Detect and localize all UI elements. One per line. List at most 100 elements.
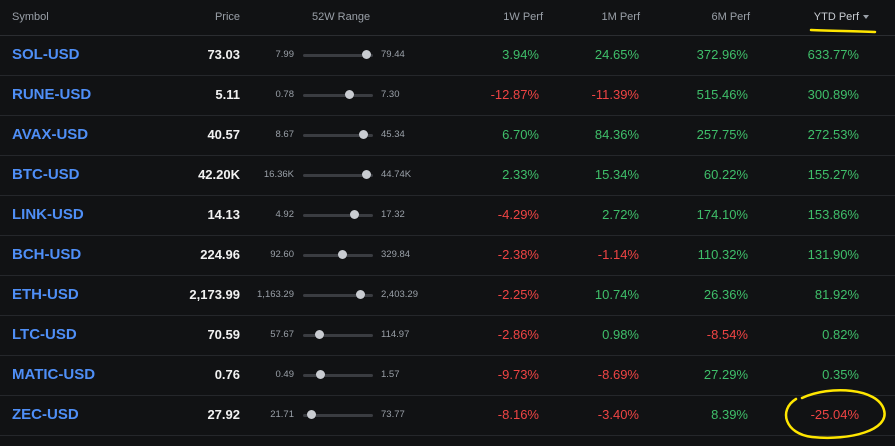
price-value: 40.57 xyxy=(207,127,240,142)
range-low-value: 21.71 xyxy=(270,409,294,420)
range-marker xyxy=(337,250,347,259)
caret-down-icon xyxy=(863,15,869,20)
range-low-value: 0.78 xyxy=(275,89,295,100)
range-low-value: 4.92 xyxy=(275,209,295,220)
perf-1m-value: -3.40% xyxy=(597,407,639,422)
range-low-value: 8.67 xyxy=(275,129,295,140)
price-value: 5.11 xyxy=(215,87,240,102)
perf-1m-value: 24.65% xyxy=(594,47,639,62)
perf-ytd-value: 0.82% xyxy=(822,327,859,342)
price-value: 27.92 xyxy=(207,407,240,422)
range-track xyxy=(303,414,373,417)
range-high-value: 1.57 xyxy=(381,369,400,380)
range-high-value: 2,403.29 xyxy=(381,289,418,300)
symbol-link[interactable]: ZEC-USD xyxy=(12,406,79,423)
symbol-link[interactable]: MATIC-USD xyxy=(12,366,96,383)
range-high-value: 79.44 xyxy=(381,49,405,60)
range-low-value: 7.99 xyxy=(275,49,295,60)
perf-1w-value: -2.86% xyxy=(497,327,539,342)
range-track xyxy=(303,294,373,297)
price-value: 224.96 xyxy=(200,247,240,262)
perf-6m-value: 174.10% xyxy=(696,207,748,222)
symbol-link[interactable]: ETH-USD xyxy=(12,286,79,303)
range-track xyxy=(303,174,373,177)
perf-6m-value: 515.46% xyxy=(696,87,748,102)
symbol-link[interactable]: AVAX-USD xyxy=(12,126,89,143)
perf-6m-value: 26.36% xyxy=(703,287,748,302)
range-track xyxy=(303,54,373,57)
perf-ytd-value: 81.92% xyxy=(814,287,859,302)
perf-1w-value: 3.94% xyxy=(502,47,539,62)
perf-6m-value: 372.96% xyxy=(696,47,748,62)
table-row[interactable]: ZEC-USD 27.92 21.71 73.77 -8.16% -3.40% 8.39% -… xyxy=(0,395,895,436)
table-row[interactable]: BCH-USD 224.96 92.60 329.84 -2.38% -1.14% 110.… xyxy=(0,235,895,276)
price-value: 73.03 xyxy=(207,47,240,62)
perf-6m-value: -8.54% xyxy=(706,327,748,342)
range-low-value: 16.36K xyxy=(263,169,294,180)
column-header-6m-perf[interactable]: 6M Perf xyxy=(711,11,750,23)
table-row[interactable]: RUNE-USD 5.11 0.78 7.30 -12.87% -11.39% 515.46… xyxy=(0,75,895,116)
table-row[interactable]: SOL-USD 73.03 7.99 79.44 3.94% 24.65% 372.96% 6… xyxy=(0,35,895,76)
range-low-value: 57.67 xyxy=(270,329,294,340)
range-high-value: 114.97 xyxy=(381,329,410,340)
range-high-value: 44.74K xyxy=(381,169,412,180)
perf-1m-value: 84.36% xyxy=(594,127,639,142)
perf-1w-value: 6.70% xyxy=(502,127,539,142)
symbol-link[interactable]: BCH-USD xyxy=(12,246,82,263)
range-high-value: 7.30 xyxy=(381,89,400,100)
perf-1w-value: -9.73% xyxy=(497,367,539,382)
range-marker xyxy=(362,170,372,179)
symbol-link[interactable]: LTC-USD xyxy=(12,326,77,343)
perf-1m-value: 0.98% xyxy=(602,327,639,342)
perf-6m-value: 8.39% xyxy=(711,407,748,422)
range-high-value: 45.34 xyxy=(381,129,405,140)
perf-6m-value: 110.32% xyxy=(697,247,748,262)
table-row[interactable]: LTC-USD 70.59 57.67 114.97 -2.86% 0.98% -8.54%… xyxy=(0,315,895,356)
column-header-ytd-perf[interactable]: YTD Perf xyxy=(814,11,869,23)
price-value: 0.76 xyxy=(214,367,240,382)
range-marker xyxy=(362,50,372,59)
column-header-1w-perf[interactable]: 1W Perf xyxy=(503,11,543,23)
range-track xyxy=(303,94,373,97)
perf-1w-value: 2.33% xyxy=(502,167,539,182)
perf-6m-value: 257.75% xyxy=(696,127,748,142)
symbol-link[interactable]: LINK-USD xyxy=(12,206,84,223)
range-track xyxy=(303,134,373,137)
column-header-1m-perf[interactable]: 1M Perf xyxy=(601,11,640,23)
range-low-value: 0.49 xyxy=(275,369,295,380)
perf-ytd-value: 153.86% xyxy=(807,207,859,222)
price-value: 14.13 xyxy=(207,207,240,222)
range-track xyxy=(303,374,373,377)
range-marker xyxy=(316,370,325,379)
range-marker xyxy=(359,130,369,139)
table-row[interactable]: MATIC-USD 0.76 0.49 1.57 -9.73% -8.69% 27.29% 0… xyxy=(0,355,895,396)
perf-1w-value: -12.87% xyxy=(490,87,539,102)
perf-ytd-value: 0.35% xyxy=(822,367,859,382)
range-track xyxy=(303,214,373,217)
perf-ytd-value: 300.89% xyxy=(807,87,859,102)
table-row[interactable]: LINK-USD 14.13 4.92 17.32 -4.29% 2.72% 174.10%… xyxy=(0,195,895,236)
column-header-price[interactable]: Price xyxy=(214,11,240,23)
range-high-value: 17.32 xyxy=(381,209,405,220)
perf-ytd-value: 155.27% xyxy=(807,167,859,182)
table-row[interactable]: BTC-USD 42.20K 16.36K 44.74K 2.33% 15.34% 60.2… xyxy=(0,155,895,196)
range-marker xyxy=(350,210,360,219)
column-header-52w-range[interactable]: 52W Range xyxy=(312,11,371,23)
perf-1w-value: -4.29% xyxy=(497,207,539,222)
range-high-value: 329.84 xyxy=(381,249,411,260)
perf-1w-value: -2.25% xyxy=(497,287,539,302)
column-header-symbol[interactable]: Symbol xyxy=(12,11,49,23)
range-marker xyxy=(344,90,354,99)
perf-1w-value: -2.38% xyxy=(497,247,539,262)
symbol-link[interactable]: SOL-USD xyxy=(12,46,80,63)
perf-ytd-value: 131.90% xyxy=(807,247,859,262)
perf-1m-value: 15.34% xyxy=(594,167,639,182)
table-row[interactable]: AVAX-USD 40.57 8.67 45.34 6.70% 84.36% 257.75%… xyxy=(0,115,895,156)
table-row[interactable]: ETH-USD 2,173.99 1,163.29 2,403.29 -2.25% 10.… xyxy=(0,275,895,316)
range-track xyxy=(303,334,373,337)
range-marker xyxy=(314,330,324,339)
perf-1m-value: 10.74% xyxy=(594,287,639,302)
symbol-link[interactable]: RUNE-USD xyxy=(12,86,92,103)
symbol-link[interactable]: BTC-USD xyxy=(12,166,80,183)
